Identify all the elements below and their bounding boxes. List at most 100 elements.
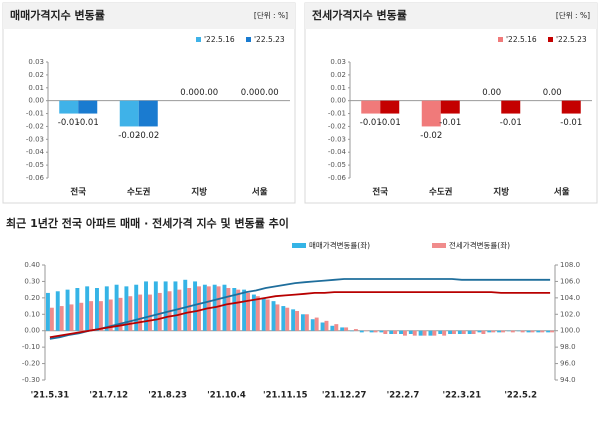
x-tick-label: '21.11.15 <box>263 391 308 401</box>
bar <box>383 330 388 334</box>
bar <box>412 330 417 336</box>
bar <box>380 100 400 114</box>
bar <box>461 330 466 334</box>
bar <box>300 314 305 331</box>
bar <box>242 289 247 331</box>
y2-tick-label: 98.0 <box>560 343 576 351</box>
bar <box>59 100 79 114</box>
bar <box>114 284 119 331</box>
bar <box>153 281 158 331</box>
bar <box>281 306 286 331</box>
legend-label: '22.5.16 <box>506 35 537 44</box>
y2-tick-label: 106.0 <box>560 277 580 285</box>
bar <box>304 314 309 331</box>
value-label: -0.02 <box>137 131 159 141</box>
x-tick-label: 수도권 <box>429 187 453 198</box>
bar <box>428 330 433 336</box>
bar <box>432 330 437 336</box>
bar <box>138 100 158 127</box>
bar <box>202 284 207 331</box>
x-tick-label: '21.8.23 <box>148 391 187 401</box>
x-tick-label: 전국 <box>70 187 86 198</box>
bar <box>516 330 521 332</box>
index-line <box>49 278 551 340</box>
bar <box>183 279 188 331</box>
chart-title: 전세가격지수 변동률 <box>312 8 407 22</box>
y-tick-label: 0.00 <box>24 327 40 335</box>
x-tick-label: '22.3.21 <box>443 391 482 401</box>
bar <box>320 322 325 331</box>
bar <box>291 309 296 331</box>
bar <box>369 330 374 333</box>
value-label: -0.01 <box>58 118 80 128</box>
bar <box>78 100 98 114</box>
bar <box>193 281 198 331</box>
bar <box>340 327 345 331</box>
bar <box>408 330 413 334</box>
y-tick-label: 0.03 <box>330 58 346 66</box>
y-tick-label: -0.06 <box>328 174 347 182</box>
bar <box>457 330 462 334</box>
bar <box>471 330 476 334</box>
y-tick-label: -0.01 <box>328 110 346 118</box>
panel-header <box>3 3 295 29</box>
bar <box>187 288 192 331</box>
bar <box>261 297 266 331</box>
legend-swatch <box>432 243 446 248</box>
value-label: -0.02 <box>420 131 442 141</box>
bar <box>95 288 99 331</box>
bar <box>506 330 511 332</box>
bar <box>418 330 423 336</box>
value-label: 0.00 <box>199 88 218 98</box>
bar <box>124 286 129 331</box>
value-label: -0.01 <box>500 118 522 128</box>
bar <box>501 100 521 114</box>
x-tick-label: '21.12.27 <box>322 391 367 401</box>
bar <box>487 330 492 333</box>
bar <box>520 330 525 333</box>
bar <box>275 304 280 331</box>
value-label: -0.01 <box>379 118 401 128</box>
y-tick-label: -0.03 <box>26 135 44 143</box>
legend-label: '22.5.23 <box>556 35 587 44</box>
legend-swatch <box>246 37 251 42</box>
value-label: 0.00 <box>482 88 501 98</box>
legend-label: 전세가격변동률(좌) <box>449 240 510 250</box>
bar <box>546 330 551 333</box>
chart-title: 최근 1년간 전국 아파트 매매 · 전세가격 지수 및 변동률 추이 <box>6 216 289 230</box>
bar <box>526 330 531 333</box>
y-tick-label: -0.04 <box>328 148 347 156</box>
x-tick-label: 수도권 <box>127 187 151 198</box>
bar <box>138 294 143 331</box>
bar <box>477 330 482 333</box>
bar <box>226 288 231 331</box>
bar <box>79 302 84 331</box>
y-tick-label: 0.30 <box>24 277 40 285</box>
legend-swatch <box>548 37 553 42</box>
bar <box>197 286 201 331</box>
bar <box>75 288 80 331</box>
y-tick-label: -0.10 <box>22 343 40 351</box>
bar <box>255 296 260 331</box>
bar <box>246 292 250 331</box>
bar <box>69 304 74 331</box>
bar <box>359 330 364 333</box>
bar <box>119 100 139 127</box>
bar <box>222 284 227 331</box>
x-tick-label: '21.5.31 <box>31 391 70 401</box>
bar <box>344 327 349 331</box>
y-tick-label: -0.03 <box>328 135 346 143</box>
bar <box>163 281 168 331</box>
y2-tick-label: 100.0 <box>560 327 580 335</box>
bar <box>440 100 460 114</box>
bar <box>324 320 329 331</box>
bar <box>373 330 378 333</box>
bar <box>438 330 443 334</box>
y-tick-label: -0.20 <box>22 360 40 368</box>
y-tick-label: 0.03 <box>28 58 44 66</box>
y2-tick-label: 102.0 <box>560 310 580 318</box>
bar <box>389 330 394 334</box>
y-tick-label: 0.20 <box>24 294 40 302</box>
bar <box>422 330 427 336</box>
y-tick-label: -0.05 <box>328 161 346 169</box>
